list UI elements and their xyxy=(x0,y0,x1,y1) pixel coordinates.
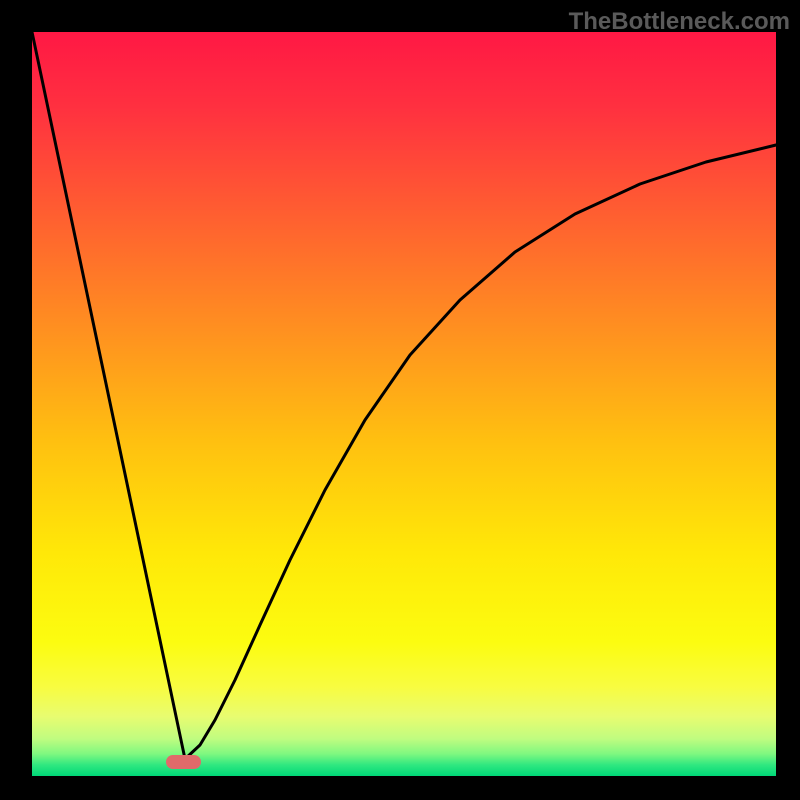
bottleneck-curve xyxy=(0,0,800,800)
chart-container: TheBottleneck.com xyxy=(0,0,800,800)
watermark-text: TheBottleneck.com xyxy=(569,8,790,36)
optimum-marker xyxy=(166,755,201,769)
